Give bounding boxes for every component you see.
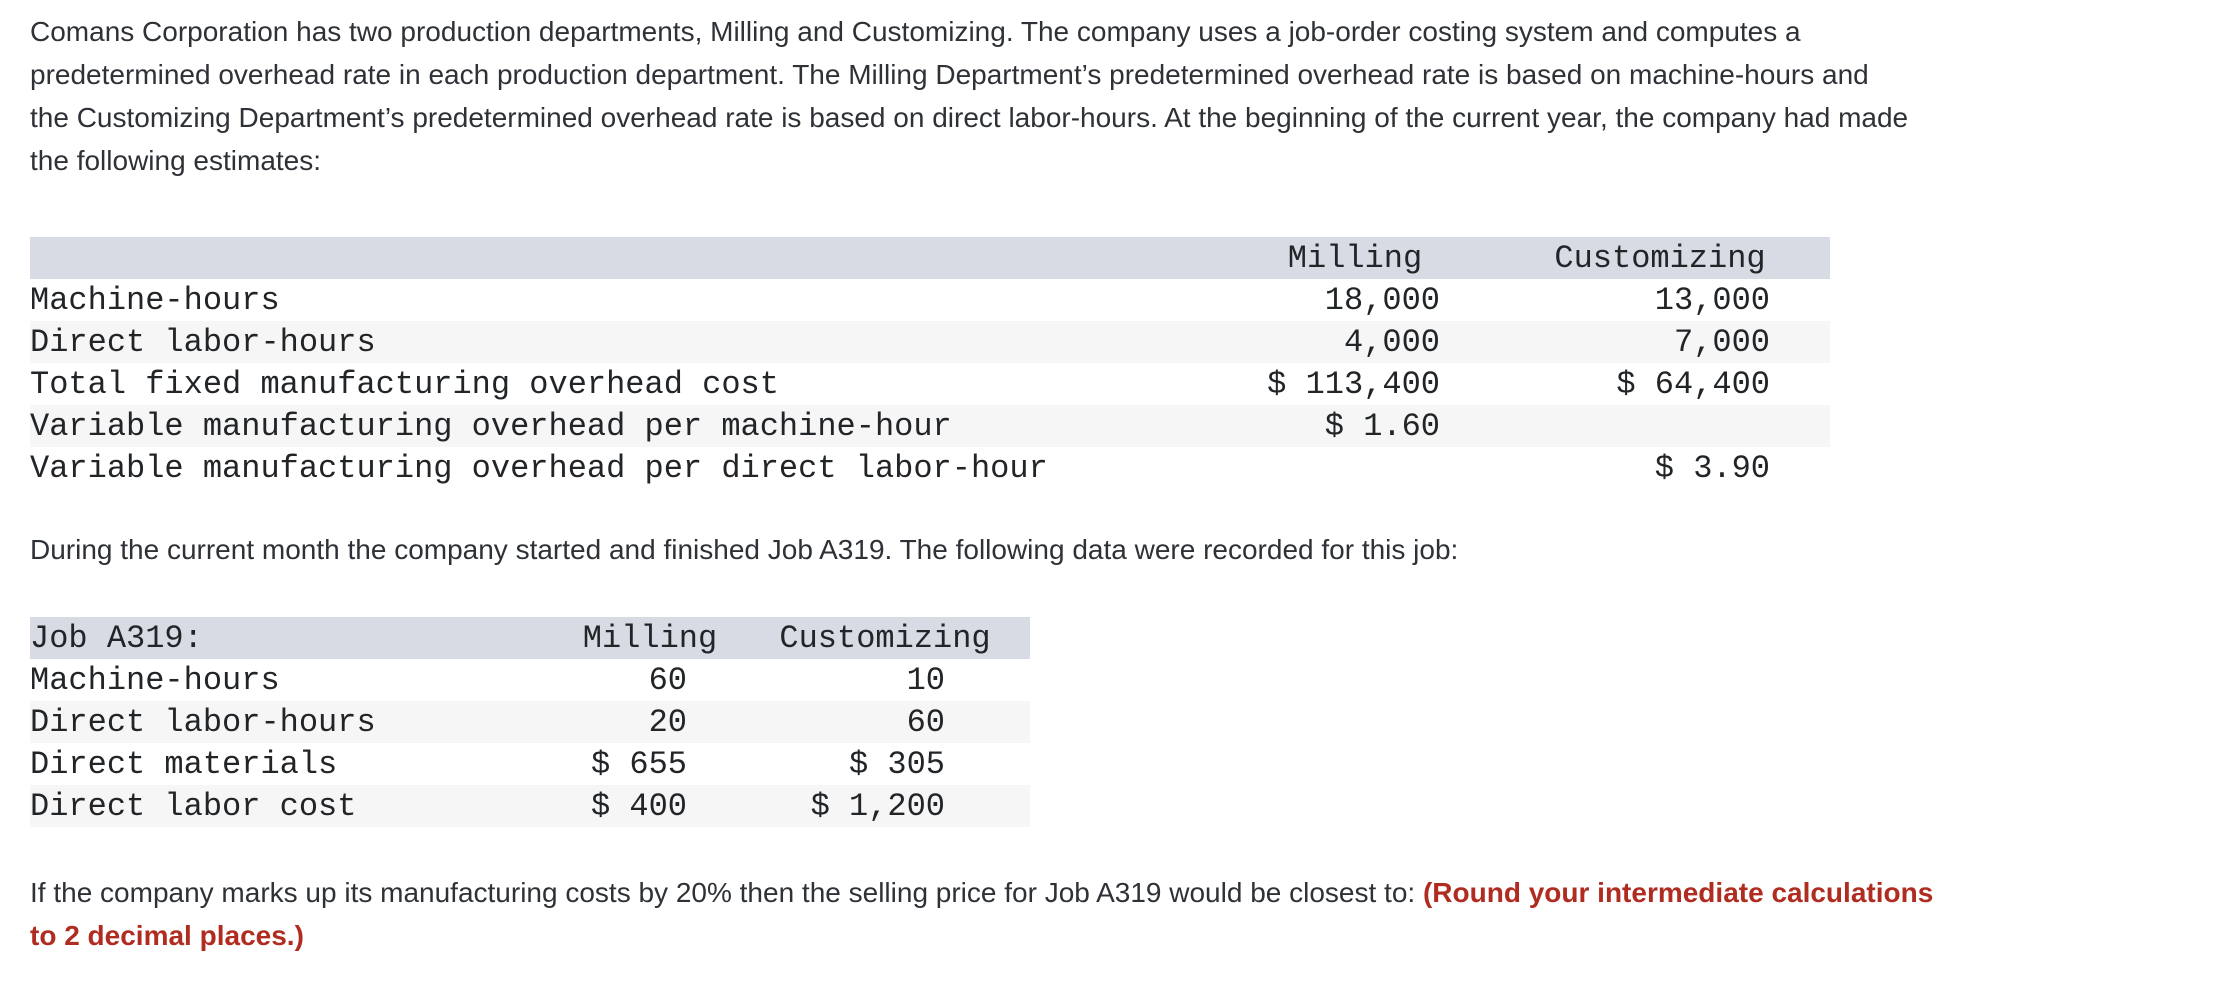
estimates-header-milling: Milling [1287,239,1423,277]
milling-value: 20 [648,703,687,741]
row-label: Machine-hours [30,281,280,319]
question-line: to 2 decimal places.) [30,914,2204,957]
milling-value: $ 113,400 [1267,365,1440,403]
question-emphasis: to 2 decimal places.) [30,920,304,951]
customizing-value: $ 1,200 [810,787,945,825]
table-row: Direct labor cost $ 400 $ 1,200 [30,785,1030,827]
milling-value [1220,447,1490,489]
estimates-table: Milling Customizing Machine-hours 18,000… [30,237,1830,489]
table-row: Total fixed manufacturing overhead cost … [30,363,1830,405]
question-paragraph: If the company marks up its manufacturin… [30,871,2204,957]
row-label: Machine-hours [30,661,280,699]
table-row: Machine-hours 60 10 [30,659,1030,701]
question-emphasis: (Round your intermediate calculations [1422,877,1934,908]
milling-value: 18,000 [1324,281,1440,319]
milling-value: 60 [648,661,687,699]
row-label: Direct labor cost [30,787,357,825]
row-label: Variable manufacturing overhead per dire… [30,449,1048,487]
row-label: Variable manufacturing overhead per mach… [30,407,952,445]
intro-line: the following estimates: [30,145,322,176]
row-label: Total fixed manufacturing overhead cost [30,365,779,403]
table-row: Variable manufacturing overhead per mach… [30,405,1830,447]
job-header-customizing: Customizing [779,619,991,657]
milling-value: $ 655 [590,745,687,783]
estimates-header-row: Milling Customizing [30,237,1830,279]
customizing-value: 10 [906,661,945,699]
intro-line: Comans Corporation has two production de… [30,16,1801,47]
question-text: If the company marks up its manufacturin… [30,877,1423,908]
table-row: Machine-hours 18,000 13,000 [30,279,1830,321]
customizing-value [1490,405,1830,447]
row-label: Direct labor-hours [30,703,376,741]
job-paragraph: During the current month the company sta… [30,528,2204,571]
job-header-milling: Milling [582,619,718,657]
intro-line: predetermined overhead rate in each prod… [30,59,1869,90]
estimates-header-customizing: Customizing [1554,239,1766,277]
table-row: Variable manufacturing overhead per dire… [30,447,1830,489]
job-paragraph-line: During the current month the company sta… [30,534,1459,565]
milling-value: $ 400 [590,787,687,825]
table-row: Direct labor-hours 4,000 7,000 [30,321,1830,363]
table-row: Direct materials $ 655 $ 305 [30,743,1030,785]
estimates-header-blank [30,237,1220,279]
question-page: Comans Corporation has two production de… [30,10,2204,957]
customizing-value: $ 305 [848,745,945,783]
customizing-value: $ 3.90 [1654,449,1770,487]
row-label: Direct materials [30,745,338,783]
job-header-row: Job A319: Milling Customizing [30,617,1030,659]
intro-paragraph: Comans Corporation has two production de… [30,10,2204,182]
customizing-value: $ 64,400 [1616,365,1770,403]
customizing-value: 60 [906,703,945,741]
customizing-value: 13,000 [1654,281,1770,319]
milling-value: 4,000 [1343,323,1440,361]
row-label: Direct labor-hours [30,323,376,361]
job-table: Job A319: Milling Customizing Machine-ho… [30,617,1030,827]
customizing-value: 7,000 [1673,323,1770,361]
intro-line: the Customizing Department’s predetermin… [30,102,1909,133]
job-header-label: Job A319: [30,619,203,657]
table-row: Direct labor-hours 20 60 [30,701,1030,743]
question-line: If the company marks up its manufacturin… [30,871,2204,914]
milling-value: $ 1.60 [1324,407,1440,445]
